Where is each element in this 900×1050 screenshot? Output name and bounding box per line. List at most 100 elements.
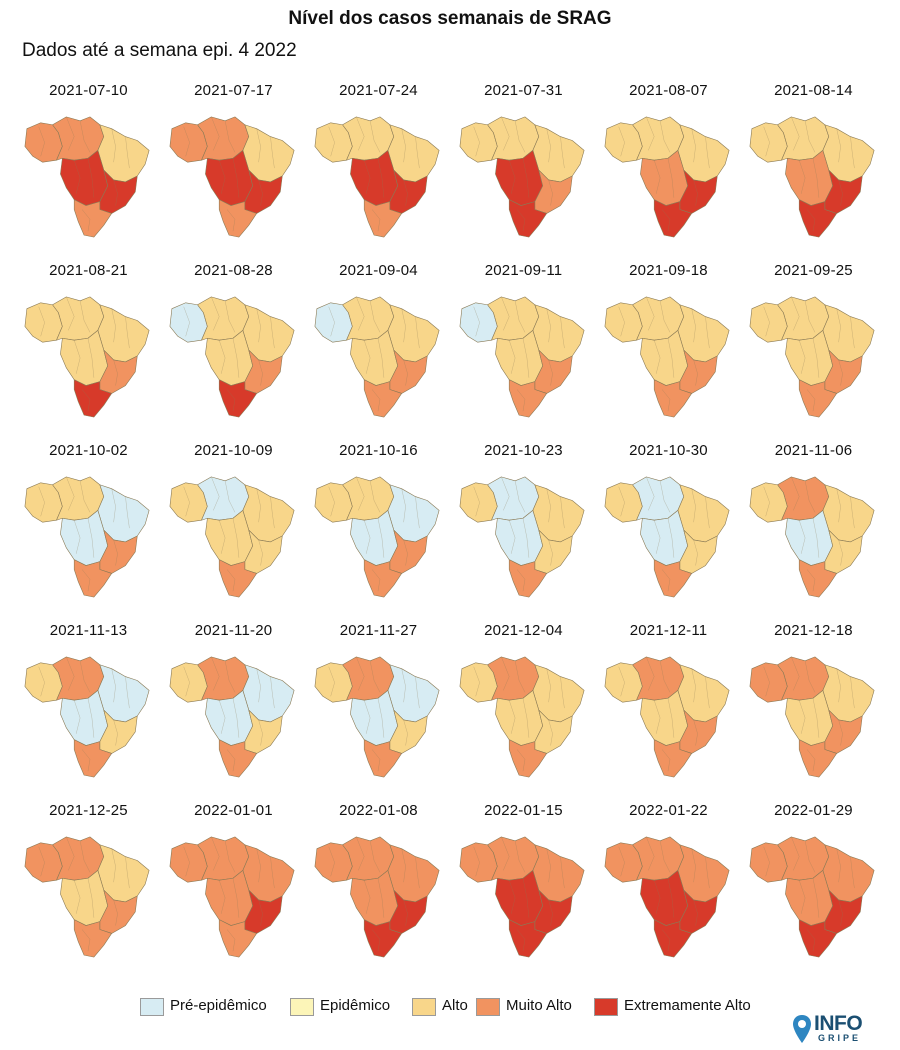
week-date-label: 2021-07-24 (339, 82, 418, 99)
municipality-border (219, 520, 226, 554)
municipality-border (377, 158, 385, 198)
municipality-border (705, 856, 710, 889)
map-panel: 2022-01-15 (451, 800, 596, 980)
region-se (99, 889, 138, 934)
region-se (244, 709, 283, 754)
map-panel: 2021-08-07 (596, 80, 741, 260)
municipality-border (836, 488, 841, 523)
municipality-border (691, 848, 696, 883)
municipality-border (111, 308, 116, 343)
municipality-border (838, 359, 843, 386)
map-panel: 2022-01-29 (741, 800, 886, 980)
municipality-border (799, 520, 806, 554)
week-date-label: 2021-08-07 (629, 82, 708, 99)
municipality-border (364, 160, 371, 194)
week-date-label: 2021-09-18 (629, 262, 708, 279)
map-panel: 2021-07-17 (161, 80, 306, 260)
brazil-map (169, 296, 295, 418)
legend-label: Extremamente Alto (624, 997, 751, 1014)
municipality-border (66, 296, 75, 331)
municipality-border (328, 306, 335, 337)
municipality-border (328, 126, 335, 157)
municipality-border (850, 316, 855, 349)
municipality-border (79, 120, 91, 153)
legend-swatch (412, 998, 436, 1016)
infogripe-logo: INFO GRIPE (792, 1012, 882, 1046)
week-date-label: 2021-10-02 (49, 442, 128, 459)
week-date-label: 2021-12-18 (774, 622, 853, 639)
municipality-border (546, 308, 551, 343)
municipality-border (183, 486, 190, 517)
municipality-border (804, 480, 816, 513)
municipality-border (659, 300, 671, 333)
municipality-border (38, 486, 45, 517)
municipality-border (258, 359, 263, 386)
municipality-border (836, 308, 841, 343)
municipality-border (691, 308, 696, 343)
location-pin-icon (793, 1015, 811, 1043)
municipality-border (87, 338, 95, 378)
map-panel: 2021-10-23 (451, 440, 596, 620)
map-panel: 2021-12-11 (596, 620, 741, 800)
municipality-border (799, 340, 806, 374)
municipality-border (219, 160, 226, 194)
municipality-border (113, 179, 118, 206)
municipality-border (501, 296, 510, 331)
municipality-border (87, 158, 95, 198)
municipality-border (836, 668, 841, 703)
municipality-border (125, 496, 130, 529)
municipality-border (356, 476, 365, 511)
municipality-border (548, 539, 553, 566)
legend-swatch (290, 998, 314, 1016)
municipality-border (371, 569, 381, 592)
municipality-border (211, 656, 220, 691)
region-se (99, 169, 138, 214)
municipality-border (258, 179, 263, 206)
week-date-label: 2021-12-04 (484, 622, 563, 639)
region-s (73, 199, 112, 238)
municipality-border (226, 929, 236, 952)
municipality-border (377, 698, 385, 738)
region-se (824, 529, 863, 574)
region-s (73, 919, 112, 958)
municipality-border (232, 338, 240, 378)
week-date-label: 2021-07-31 (484, 82, 563, 99)
municipality-border (66, 476, 75, 511)
municipality-border (356, 836, 365, 871)
municipality-border (763, 486, 770, 517)
municipality-border (403, 719, 408, 746)
brazil-map (24, 116, 150, 238)
region-se (679, 889, 718, 934)
region-se (99, 529, 138, 574)
week-date-label: 2021-11-06 (774, 442, 853, 459)
region-se (389, 169, 428, 214)
municipality-border (328, 486, 335, 517)
region-s (508, 559, 547, 598)
municipality-border (473, 666, 480, 697)
municipality-border (693, 359, 698, 386)
municipality-border (74, 520, 81, 554)
region-s (653, 199, 692, 238)
week-date-label: 2021-09-11 (484, 262, 563, 279)
municipality-border (38, 846, 45, 877)
municipality-border (125, 136, 130, 169)
municipality-border (211, 836, 220, 871)
map-panel: 2021-12-18 (741, 620, 886, 800)
municipality-border (371, 209, 381, 232)
municipality-border (113, 719, 118, 746)
municipality-border (516, 749, 526, 772)
week-date-label: 2021-10-16 (339, 442, 418, 459)
legend-label: Alto (442, 997, 468, 1014)
municipality-border (791, 296, 800, 331)
municipality-border (667, 698, 675, 738)
map-panel: 2021-11-13 (16, 620, 161, 800)
municipality-border (369, 120, 381, 153)
region-s (798, 919, 837, 958)
municipality-border (791, 656, 800, 691)
municipality-border (219, 700, 226, 734)
municipality-border (806, 389, 816, 412)
week-date-label: 2021-11-27 (339, 622, 418, 639)
municipality-border (667, 158, 675, 198)
region-se (534, 529, 573, 574)
municipality-border (501, 116, 510, 151)
